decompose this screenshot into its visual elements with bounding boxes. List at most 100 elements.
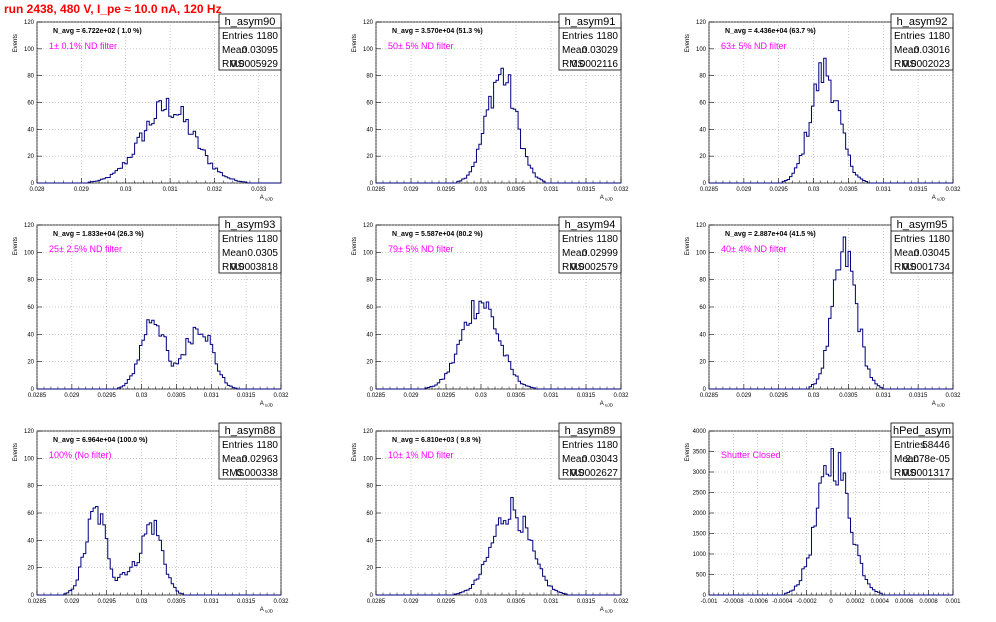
histogram-line-h_asym88: [37, 505, 281, 596]
navg-annotation: N_avg = 4.436e+04 (63.7 %): [725, 28, 816, 35]
stats-label: RMS: [894, 468, 917, 479]
x-tick-label: 0.0006: [895, 599, 914, 605]
x-tick-label: 0.0295: [770, 187, 789, 193]
stats-label: Entries: [562, 440, 593, 451]
stats-label: Entries: [894, 31, 925, 42]
x-axis-label: A uJD: [600, 401, 614, 408]
x-tick-label: 0.0285: [700, 393, 719, 399]
x-tick-label: 0.032: [613, 393, 629, 399]
stats-value: 0.02963: [242, 454, 279, 465]
x-tick-label: -0.0004: [772, 599, 793, 605]
x-tick-label: 0.029: [403, 187, 419, 193]
x-tick-label: 0.029: [74, 187, 90, 193]
stats-box: [890, 216, 954, 274]
y-tick-label: 0: [31, 181, 35, 187]
stats-label: RMS: [222, 262, 245, 273]
x-tick-label: 0.0285: [367, 187, 386, 193]
stats-value: 0.0005929: [231, 59, 279, 70]
stats-box: [890, 422, 954, 480]
filter-label: 10± 1% ND filter: [388, 450, 453, 460]
stats-value: 58446: [922, 440, 950, 451]
y-tick-label: 120: [696, 223, 707, 229]
x-tick-label: 0: [829, 599, 833, 605]
stats-label: RMS: [894, 262, 917, 273]
y-tick-label: 100: [24, 250, 35, 256]
y-axis-label: Events: [685, 443, 691, 461]
x-tick-label: 0.031: [204, 599, 220, 605]
stats-value: 0.0001734: [903, 262, 951, 273]
x-axis-label: A uJD: [260, 401, 274, 408]
stats-value: 0.0305: [247, 248, 278, 259]
navg-annotation: N_avg = 6.810e+03 ( 9.8 %): [392, 437, 481, 444]
y-tick-label: 80: [27, 74, 34, 80]
y-tick-label: 20: [27, 360, 34, 366]
x-tick-label: 0.0305: [839, 187, 858, 193]
histogram-panel-h_asym91: 0.0285 0.029 0.0295 0.03 0.0305 0.031 0.0315 0.…: [352, 13, 629, 202]
filter-label: 50± 5% ND filter: [388, 41, 453, 51]
x-tick-label: -0.0008: [723, 599, 744, 605]
x-axis-label: A uJD: [260, 195, 274, 202]
x-tick-label: -0.0002: [796, 599, 817, 605]
y-tick-label: 3500: [693, 450, 707, 456]
y-tick-label: 40: [366, 332, 373, 338]
x-tick-label: 0.0285: [28, 393, 47, 399]
x-tick-label: 0.0295: [770, 393, 789, 399]
filter-label: 40± 4% ND filter: [721, 244, 786, 254]
x-tick-label: 0.032: [945, 393, 961, 399]
x-tick-label: 0.029: [403, 599, 419, 605]
y-axis-label: Events: [352, 34, 358, 52]
stats-label: Mean: [562, 248, 587, 259]
y-tick-label: 100: [363, 250, 374, 256]
y-axis-label: Events: [685, 237, 691, 255]
stats-value: 0.0002627: [571, 468, 619, 479]
x-tick-label: 0.0295: [98, 393, 117, 399]
run-title: run 2438, 480 V, I_pe ≈ 10.0 nA, 120 Hz: [4, 2, 222, 16]
y-tick-label: 40: [27, 538, 34, 544]
stats-value: 1180: [596, 234, 618, 245]
x-tick-label: 0.029: [64, 393, 80, 399]
y-tick-label: 0: [370, 387, 374, 393]
y-tick-label: 20: [366, 360, 373, 366]
x-tick-label: 0.031: [876, 187, 892, 193]
y-tick-label: 60: [27, 511, 34, 517]
stats-label: Mean: [222, 45, 247, 56]
x-tick-label: 0.031: [543, 187, 559, 193]
stats-label: RMS: [222, 59, 245, 70]
y-tick-label: 60: [366, 511, 373, 517]
x-tick-label: 0.032: [273, 599, 289, 605]
y-tick-label: 500: [696, 573, 707, 579]
y-tick-label: 100: [363, 47, 374, 53]
x-tick-label: 0.0305: [507, 599, 526, 605]
x-tick-label: 0.0305: [167, 393, 186, 399]
navg-annotation: N_avg = 5.587e+04 (80.2 %): [392, 231, 483, 238]
x-tick-label: 0.0285: [700, 187, 719, 193]
filter-label: 100% (No filter): [49, 450, 112, 460]
x-tick-label: 0.03: [475, 599, 487, 605]
y-tick-label: 20: [366, 154, 373, 160]
stats-label: RMS: [562, 59, 585, 70]
histogram-panel-h_asym92: 0.0285 0.029 0.0295 0.03 0.0305 0.031 0.0315 0.…: [685, 13, 961, 202]
y-tick-label: 80: [27, 484, 34, 490]
stats-value: 1180: [256, 440, 278, 451]
stats-label: Entries: [562, 31, 593, 42]
x-tick-label: 0.03: [120, 187, 132, 193]
stats-box: [558, 422, 622, 480]
stats-histogram-name: h_asym92: [897, 16, 948, 28]
histogram-panel-h_asym90: 0.028 0.029 0.03 0.031 0.032 0.033 0 20 40 60 80 10…: [13, 13, 282, 202]
y-tick-label: 60: [699, 101, 706, 107]
stats-label: Entries: [222, 234, 253, 245]
x-tick-label: -0.0006: [748, 599, 769, 605]
x-tick-label: 0.0285: [367, 599, 386, 605]
stats-value: 0.000338: [236, 468, 278, 479]
y-tick-label: 40: [699, 127, 706, 133]
stats-value: 0.03043: [582, 454, 619, 465]
y-tick-label: 100: [24, 47, 35, 53]
filter-label: 25± 2.5% ND filter: [49, 244, 122, 254]
y-tick-label: 3000: [693, 470, 707, 476]
stats-value: 0.02999: [582, 248, 619, 259]
navg-annotation: N_avg = 1.833e+04 (26.3 %): [53, 231, 144, 238]
x-tick-label: 0.033: [251, 187, 267, 193]
stats-label: RMS: [894, 59, 917, 70]
stats-label: Entries: [562, 234, 593, 245]
x-tick-label: 0.0315: [909, 393, 928, 399]
